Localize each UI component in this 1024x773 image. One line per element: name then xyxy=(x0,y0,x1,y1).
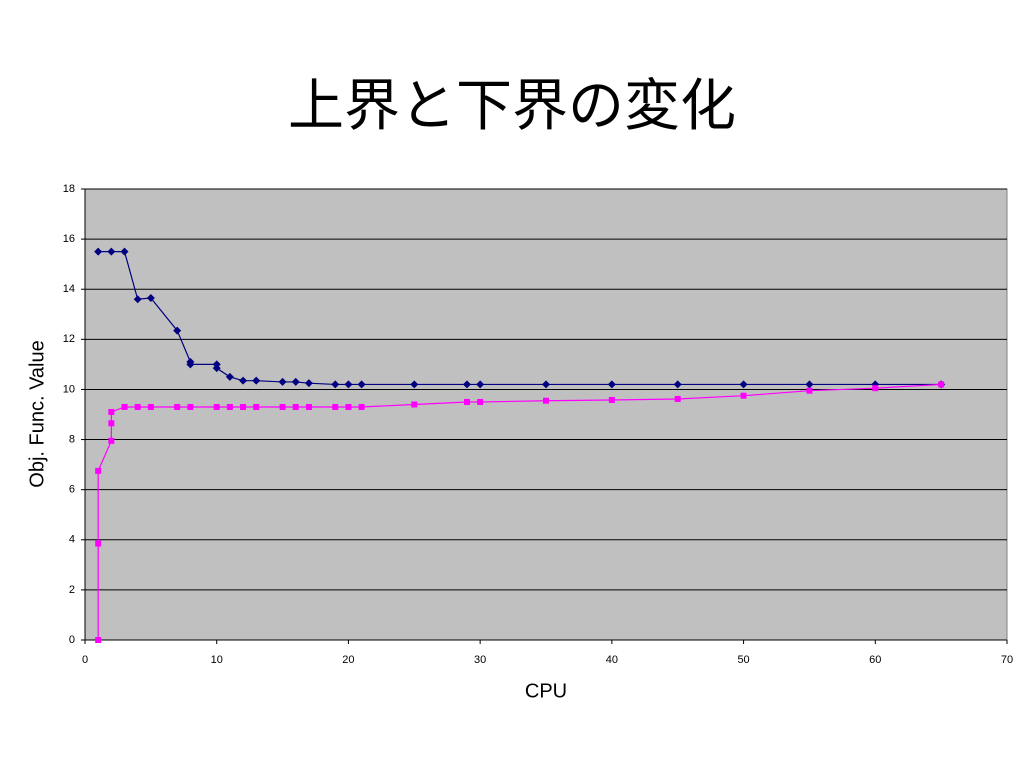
point xyxy=(292,403,299,410)
y-tick-label: 4 xyxy=(69,534,75,546)
point xyxy=(94,247,103,256)
y-axis-label: Obj. Func. Value xyxy=(26,340,48,487)
point xyxy=(252,376,261,385)
point xyxy=(411,401,418,408)
chart-title: 上界と下界の変化 xyxy=(288,74,736,139)
plot-area xyxy=(84,188,1008,641)
point xyxy=(357,380,366,389)
point xyxy=(253,403,260,410)
point xyxy=(305,403,312,410)
point xyxy=(304,379,313,388)
x-tick-label: 50 xyxy=(737,654,749,666)
x-tick-label: 30 xyxy=(474,654,486,666)
point xyxy=(146,293,155,302)
point xyxy=(806,387,813,394)
point xyxy=(476,380,485,389)
point xyxy=(805,380,814,389)
point xyxy=(212,364,221,373)
point xyxy=(345,403,352,410)
point xyxy=(108,437,115,444)
point xyxy=(95,540,102,547)
point xyxy=(108,408,115,415)
point xyxy=(462,380,471,389)
point xyxy=(107,247,116,256)
point xyxy=(344,380,353,389)
point xyxy=(213,403,220,410)
point xyxy=(173,326,182,335)
point xyxy=(740,392,747,399)
point xyxy=(174,403,181,410)
y-tick-label: 18 xyxy=(63,183,75,195)
x-tick-label: 10 xyxy=(211,654,223,666)
point xyxy=(279,403,286,410)
point xyxy=(147,403,154,410)
y-tick-label: 16 xyxy=(63,233,75,245)
point xyxy=(674,395,681,402)
point xyxy=(121,403,128,410)
y-tick-label: 12 xyxy=(63,333,75,345)
y-tick-label: 6 xyxy=(69,484,75,496)
point xyxy=(410,380,419,389)
point xyxy=(108,420,115,427)
x-tick-label: 20 xyxy=(342,654,354,666)
x-tick-label: 60 xyxy=(869,654,881,666)
y-tick-label: 10 xyxy=(63,383,75,395)
point xyxy=(133,295,142,304)
point xyxy=(95,637,102,643)
x-axis-label: CPU xyxy=(525,680,567,702)
point xyxy=(463,398,470,405)
point xyxy=(608,396,615,403)
point xyxy=(872,385,879,392)
y-tick-label: 8 xyxy=(69,433,75,445)
point xyxy=(739,380,748,389)
point xyxy=(673,380,682,389)
point xyxy=(134,403,141,410)
point xyxy=(225,372,234,381)
point xyxy=(240,403,247,410)
point xyxy=(477,398,484,405)
point xyxy=(938,381,945,388)
point xyxy=(332,403,339,410)
point xyxy=(607,380,616,389)
y-tick-label: 2 xyxy=(69,584,75,596)
point xyxy=(291,377,300,386)
x-tick-label: 40 xyxy=(606,654,618,666)
point xyxy=(95,467,102,474)
point xyxy=(543,397,549,404)
point xyxy=(226,403,233,410)
point xyxy=(331,380,340,389)
x-tick-label: 70 xyxy=(1001,654,1013,666)
point xyxy=(542,380,550,389)
point xyxy=(278,377,287,386)
point xyxy=(186,360,195,369)
y-tick-label: 14 xyxy=(63,283,75,295)
point xyxy=(120,247,129,256)
point xyxy=(187,403,194,410)
point xyxy=(239,376,248,385)
y-tick-label: 0 xyxy=(69,634,75,646)
x-tick-label: 0 xyxy=(82,654,88,666)
point xyxy=(358,403,365,410)
